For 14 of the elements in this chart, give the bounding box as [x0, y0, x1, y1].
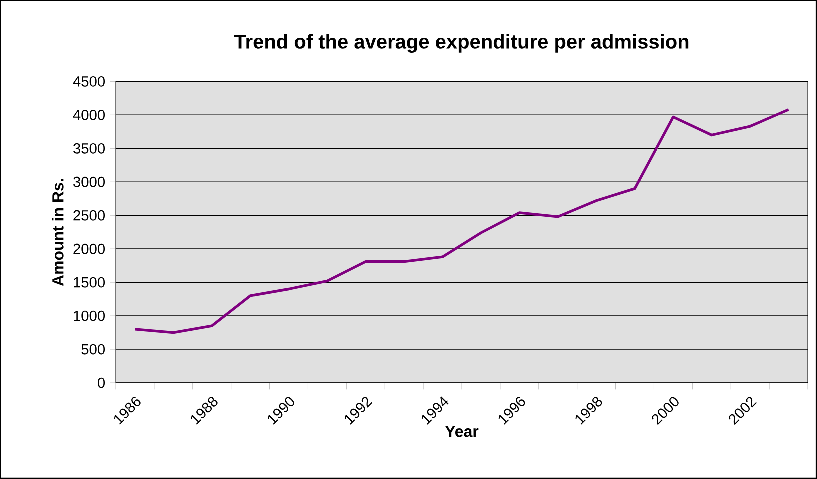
y-tick-label: 1000: [74, 310, 106, 322]
y-tick-label: 500: [82, 344, 106, 355]
y-tick-label: 2000: [74, 244, 106, 254]
y-tick-label: 1500: [74, 277, 106, 288]
y-tick-label: 4000: [73, 110, 106, 120]
chart-title: Trend of the average expenditure per admission: [234, 34, 689, 53]
y-tick-label: 2500: [74, 210, 106, 221]
y-tick-label: 4500: [73, 76, 106, 87]
line-series: [134, 108, 790, 334]
y-axis-title: Amount in Rs.: [52, 179, 64, 286]
y-tick-label: 0: [98, 378, 106, 388]
x-axis-title: Year: [445, 426, 479, 438]
y-tick-label: 3000: [74, 176, 106, 188]
y-tick-label: 3500: [74, 143, 106, 154]
